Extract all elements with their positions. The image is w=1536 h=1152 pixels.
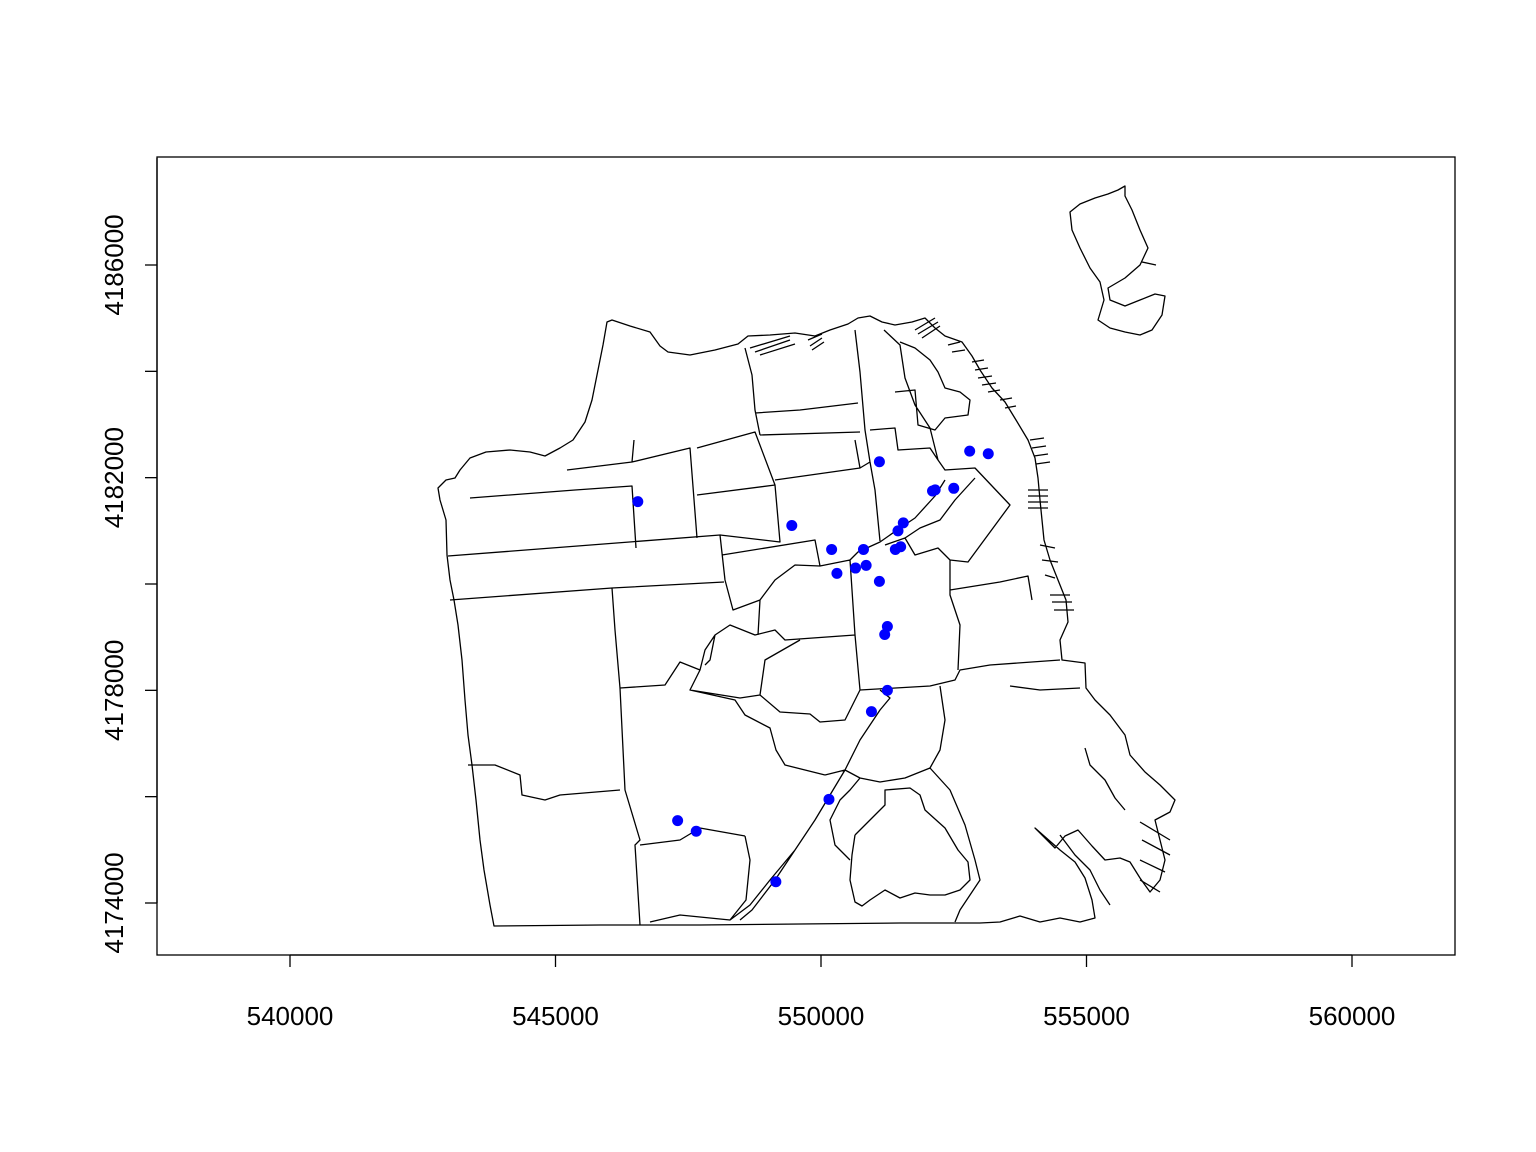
plot-frame (156, 156, 1456, 956)
x-tick-label: 540000 (247, 1001, 334, 1031)
x-tick-label: 555000 (1043, 1001, 1130, 1031)
data-point (786, 520, 798, 532)
data-point (873, 575, 885, 587)
y-tick-label: 4174000 (99, 852, 129, 953)
y-tick-label: 4178000 (99, 640, 129, 741)
x-ticks: 540000 545000 550000 555000 560000 (247, 955, 1396, 1031)
data-point (770, 876, 782, 888)
data-point (632, 496, 644, 508)
data-points (632, 445, 994, 888)
y-ticks: 4174000 4178000 4182000 4186000 (99, 214, 157, 954)
data-point (823, 793, 835, 805)
data-point (873, 456, 885, 468)
data-point (964, 445, 976, 457)
data-point (860, 559, 872, 571)
data-point (982, 448, 994, 460)
data-point (826, 543, 838, 555)
data-point (831, 567, 843, 579)
treasure-island-outline (1069, 185, 1166, 336)
y-tick-label: 4186000 (99, 214, 129, 315)
y-axis: 4174000 4178000 4182000 4186000 (99, 158, 158, 954)
data-point (929, 484, 941, 496)
data-point (865, 706, 877, 718)
data-point (857, 543, 869, 555)
waterfront-piers (749, 317, 1171, 893)
data-point (672, 815, 684, 827)
data-point (850, 562, 862, 574)
data-point (690, 825, 702, 837)
district-lines (447, 329, 1126, 926)
data-point (895, 541, 907, 553)
data-point (948, 482, 960, 494)
data-point (881, 621, 893, 633)
data-point (892, 525, 904, 537)
city-outline (437, 315, 1176, 927)
data-point (881, 684, 893, 696)
district-boundaries (437, 185, 1176, 927)
x-tick-label: 550000 (778, 1001, 865, 1031)
x-tick-label: 545000 (512, 1001, 599, 1031)
x-axis: 540000 545000 550000 555000 560000 (247, 954, 1396, 1031)
data-point (897, 517, 909, 529)
x-tick-label: 560000 (1309, 1001, 1396, 1031)
y-tick-label: 4182000 (99, 427, 129, 528)
